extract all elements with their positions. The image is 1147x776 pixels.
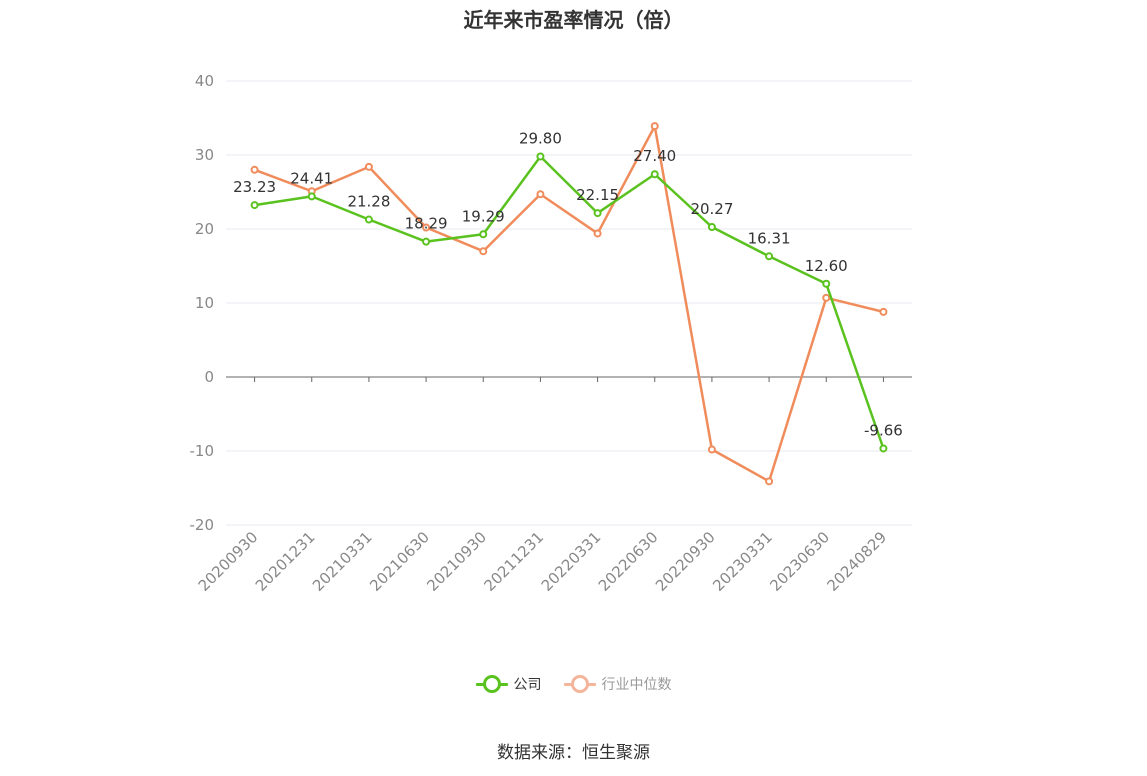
y-tick-label: 0 bbox=[204, 368, 214, 386]
legend-item-industry[interactable]: 行业中位数 bbox=[563, 672, 672, 696]
industry-point bbox=[879, 307, 888, 316]
x-tick-label: 20240829 bbox=[824, 528, 891, 595]
industry-point bbox=[479, 247, 488, 256]
x-tick-label: 20230331 bbox=[709, 528, 776, 595]
y-tick-label: -10 bbox=[190, 442, 215, 460]
industry-point bbox=[536, 190, 545, 199]
company-data-label: 16.31 bbox=[748, 229, 791, 247]
company-point bbox=[822, 279, 831, 288]
company-data-label: -9.66 bbox=[864, 421, 903, 439]
industry-point bbox=[707, 445, 716, 454]
legend-company-symbol bbox=[475, 672, 508, 696]
chart-title: 近年来市盈率情况（倍） bbox=[463, 8, 684, 32]
company-data-label: 24.41 bbox=[290, 169, 333, 187]
x-tick-label: 20200930 bbox=[195, 528, 262, 595]
company-point bbox=[765, 252, 774, 261]
x-tick-label: 20210630 bbox=[366, 528, 433, 595]
x-tick-label: 20210331 bbox=[309, 528, 376, 595]
company-point bbox=[650, 170, 659, 179]
company-point bbox=[536, 152, 545, 161]
y-tick-label: 40 bbox=[195, 72, 214, 90]
industry-point bbox=[422, 223, 431, 232]
company-point bbox=[422, 237, 431, 246]
company-point bbox=[307, 192, 316, 201]
axis-layer: 403020100-10-202020093020201231202103312… bbox=[190, 72, 912, 595]
legend-company-label: 公司 bbox=[513, 677, 542, 693]
x-tick-label: 20211231 bbox=[481, 528, 548, 595]
y-tick-label: -20 bbox=[190, 516, 215, 534]
source-note: 数据来源：恒生聚源 bbox=[497, 743, 650, 763]
company-data-label: 18.29 bbox=[405, 215, 448, 233]
legend: 公司 行业中位数 bbox=[0, 672, 1147, 696]
industry-point bbox=[650, 122, 659, 131]
company-point bbox=[250, 201, 259, 210]
company-data-label: 27.40 bbox=[633, 147, 676, 165]
x-tick-label: 20220930 bbox=[652, 528, 719, 595]
company-point bbox=[364, 215, 373, 224]
series-layer bbox=[250, 122, 888, 486]
industry-point bbox=[593, 229, 602, 238]
company-data-label: 22.15 bbox=[576, 186, 619, 204]
label-layer: 23.23 24.41 21.28 18.29 19.29 29.80 22.15 27.40… bbox=[233, 129, 903, 439]
legend-item-company[interactable]: 公司 bbox=[475, 672, 542, 696]
company-data-label: 23.23 bbox=[233, 178, 276, 196]
company-point bbox=[479, 230, 488, 239]
x-tick-label: 20230630 bbox=[766, 528, 833, 595]
x-tick-label: 20210930 bbox=[423, 528, 490, 595]
legend-industry-symbol bbox=[563, 672, 596, 696]
industry-point bbox=[822, 293, 831, 302]
company-data-label: 19.29 bbox=[462, 207, 505, 225]
industry-point bbox=[765, 477, 774, 486]
y-tick-label: 30 bbox=[195, 146, 214, 164]
company-data-label: 29.80 bbox=[519, 129, 562, 147]
company-line bbox=[254, 155, 885, 449]
industry-point bbox=[250, 165, 259, 174]
x-tick-label: 20201231 bbox=[252, 528, 319, 595]
x-tick-label: 20220331 bbox=[538, 528, 605, 595]
company-data-label: 21.28 bbox=[347, 193, 390, 211]
company-point bbox=[707, 223, 716, 232]
company-data-label: 20.27 bbox=[690, 200, 733, 218]
y-tick-label: 20 bbox=[195, 220, 214, 238]
legend-industry-label: 行业中位数 bbox=[601, 677, 672, 693]
grid-layer bbox=[226, 80, 912, 526]
x-tick-label: 20220630 bbox=[595, 528, 662, 595]
industry-point bbox=[364, 162, 373, 171]
company-data-label: 12.60 bbox=[805, 257, 848, 275]
y-tick-label: 10 bbox=[195, 294, 214, 312]
industry-line bbox=[254, 124, 884, 483]
company-point bbox=[879, 444, 888, 453]
company-point bbox=[593, 209, 602, 218]
